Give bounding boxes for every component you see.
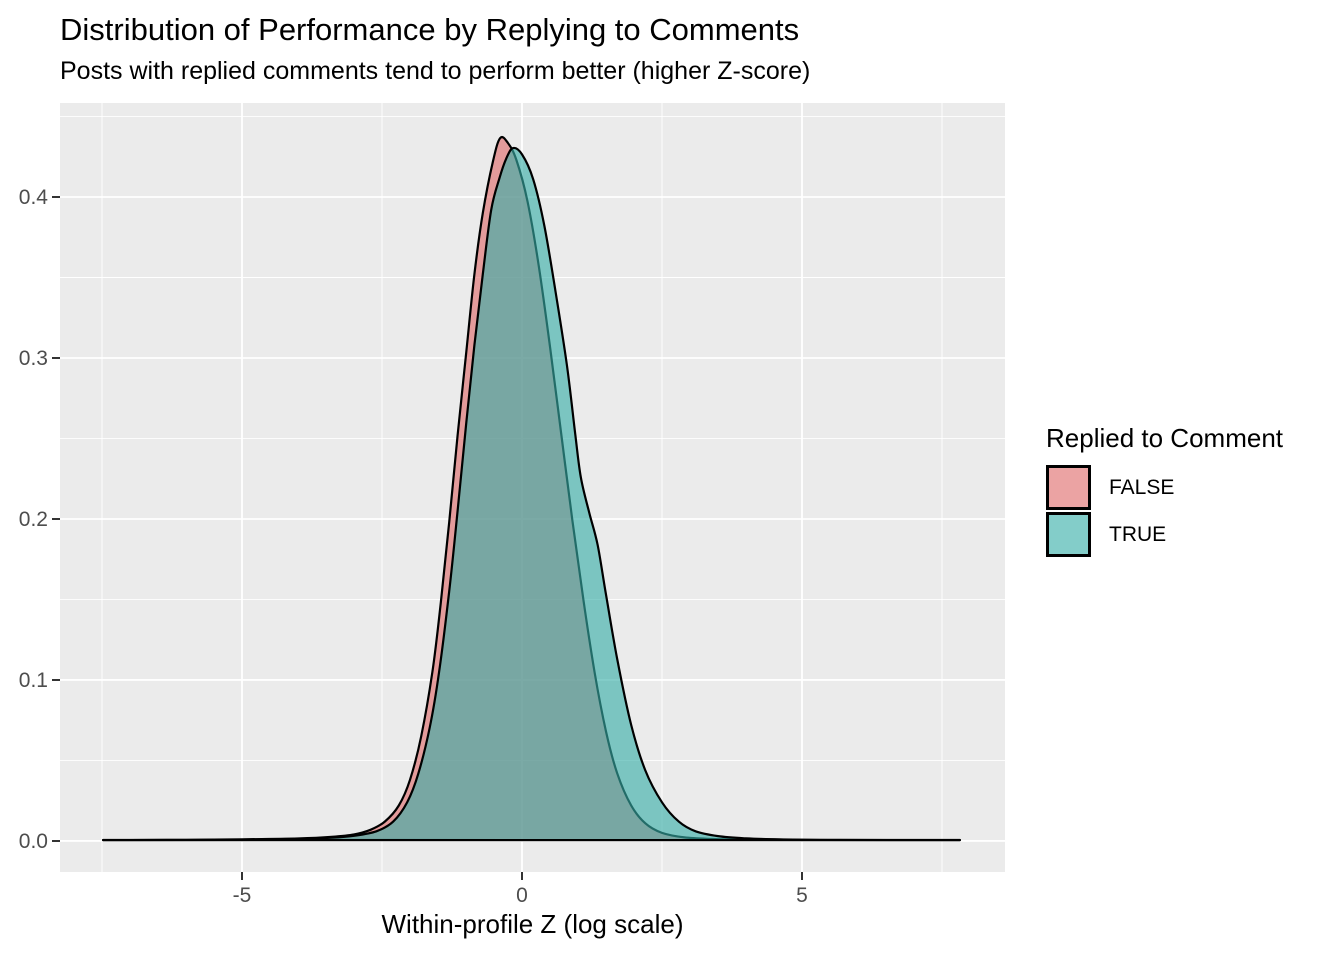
y-tick-label: 0.0 <box>18 829 48 853</box>
legend-items: FALSE TRUE <box>1046 465 1283 557</box>
y-tick-label: 0.1 <box>18 668 48 692</box>
x-tick-label: -5 <box>232 884 252 907</box>
x-tick-mark <box>801 872 803 880</box>
y-tick-mark <box>52 839 60 842</box>
legend-key-true <box>1046 512 1091 557</box>
y-tick-mark <box>52 678 60 681</box>
plot-title: Distribution of Performance by Replying … <box>60 12 800 47</box>
x-tick-mark <box>241 872 243 880</box>
y-tick-mark <box>52 356 60 359</box>
density-curve-true <box>102 146 961 842</box>
y-tick-label: 0.3 <box>18 346 48 370</box>
legend-label: TRUE <box>1109 522 1167 546</box>
y-tick-label: 0.2 <box>18 507 48 531</box>
legend-item-true: TRUE <box>1046 512 1283 557</box>
legend-title: Replied to Comment <box>1046 423 1283 453</box>
plot-subtitle: Posts with replied comments tend to perf… <box>60 57 811 85</box>
x-tick-label: 0 <box>516 884 528 907</box>
x-axis-title: Within-profile Z (log scale) <box>381 909 684 939</box>
legend-key-swatch <box>1049 468 1088 507</box>
legend-key-swatch <box>1049 515 1088 554</box>
y-tick-mark <box>52 196 60 198</box>
x-tick-mark <box>521 872 523 880</box>
legend: Replied to Comment FALSE TRUE <box>1046 423 1283 559</box>
y-tick-label: 0.4 <box>18 186 48 209</box>
x-tick-label: 5 <box>796 884 808 907</box>
plot-panel <box>60 103 1005 872</box>
y-tick-mark <box>52 517 60 520</box>
legend-key-false <box>1046 465 1091 510</box>
density-curves-canvas <box>60 103 1005 872</box>
legend-item-false: FALSE <box>1046 465 1283 510</box>
legend-label: FALSE <box>1109 475 1175 499</box>
